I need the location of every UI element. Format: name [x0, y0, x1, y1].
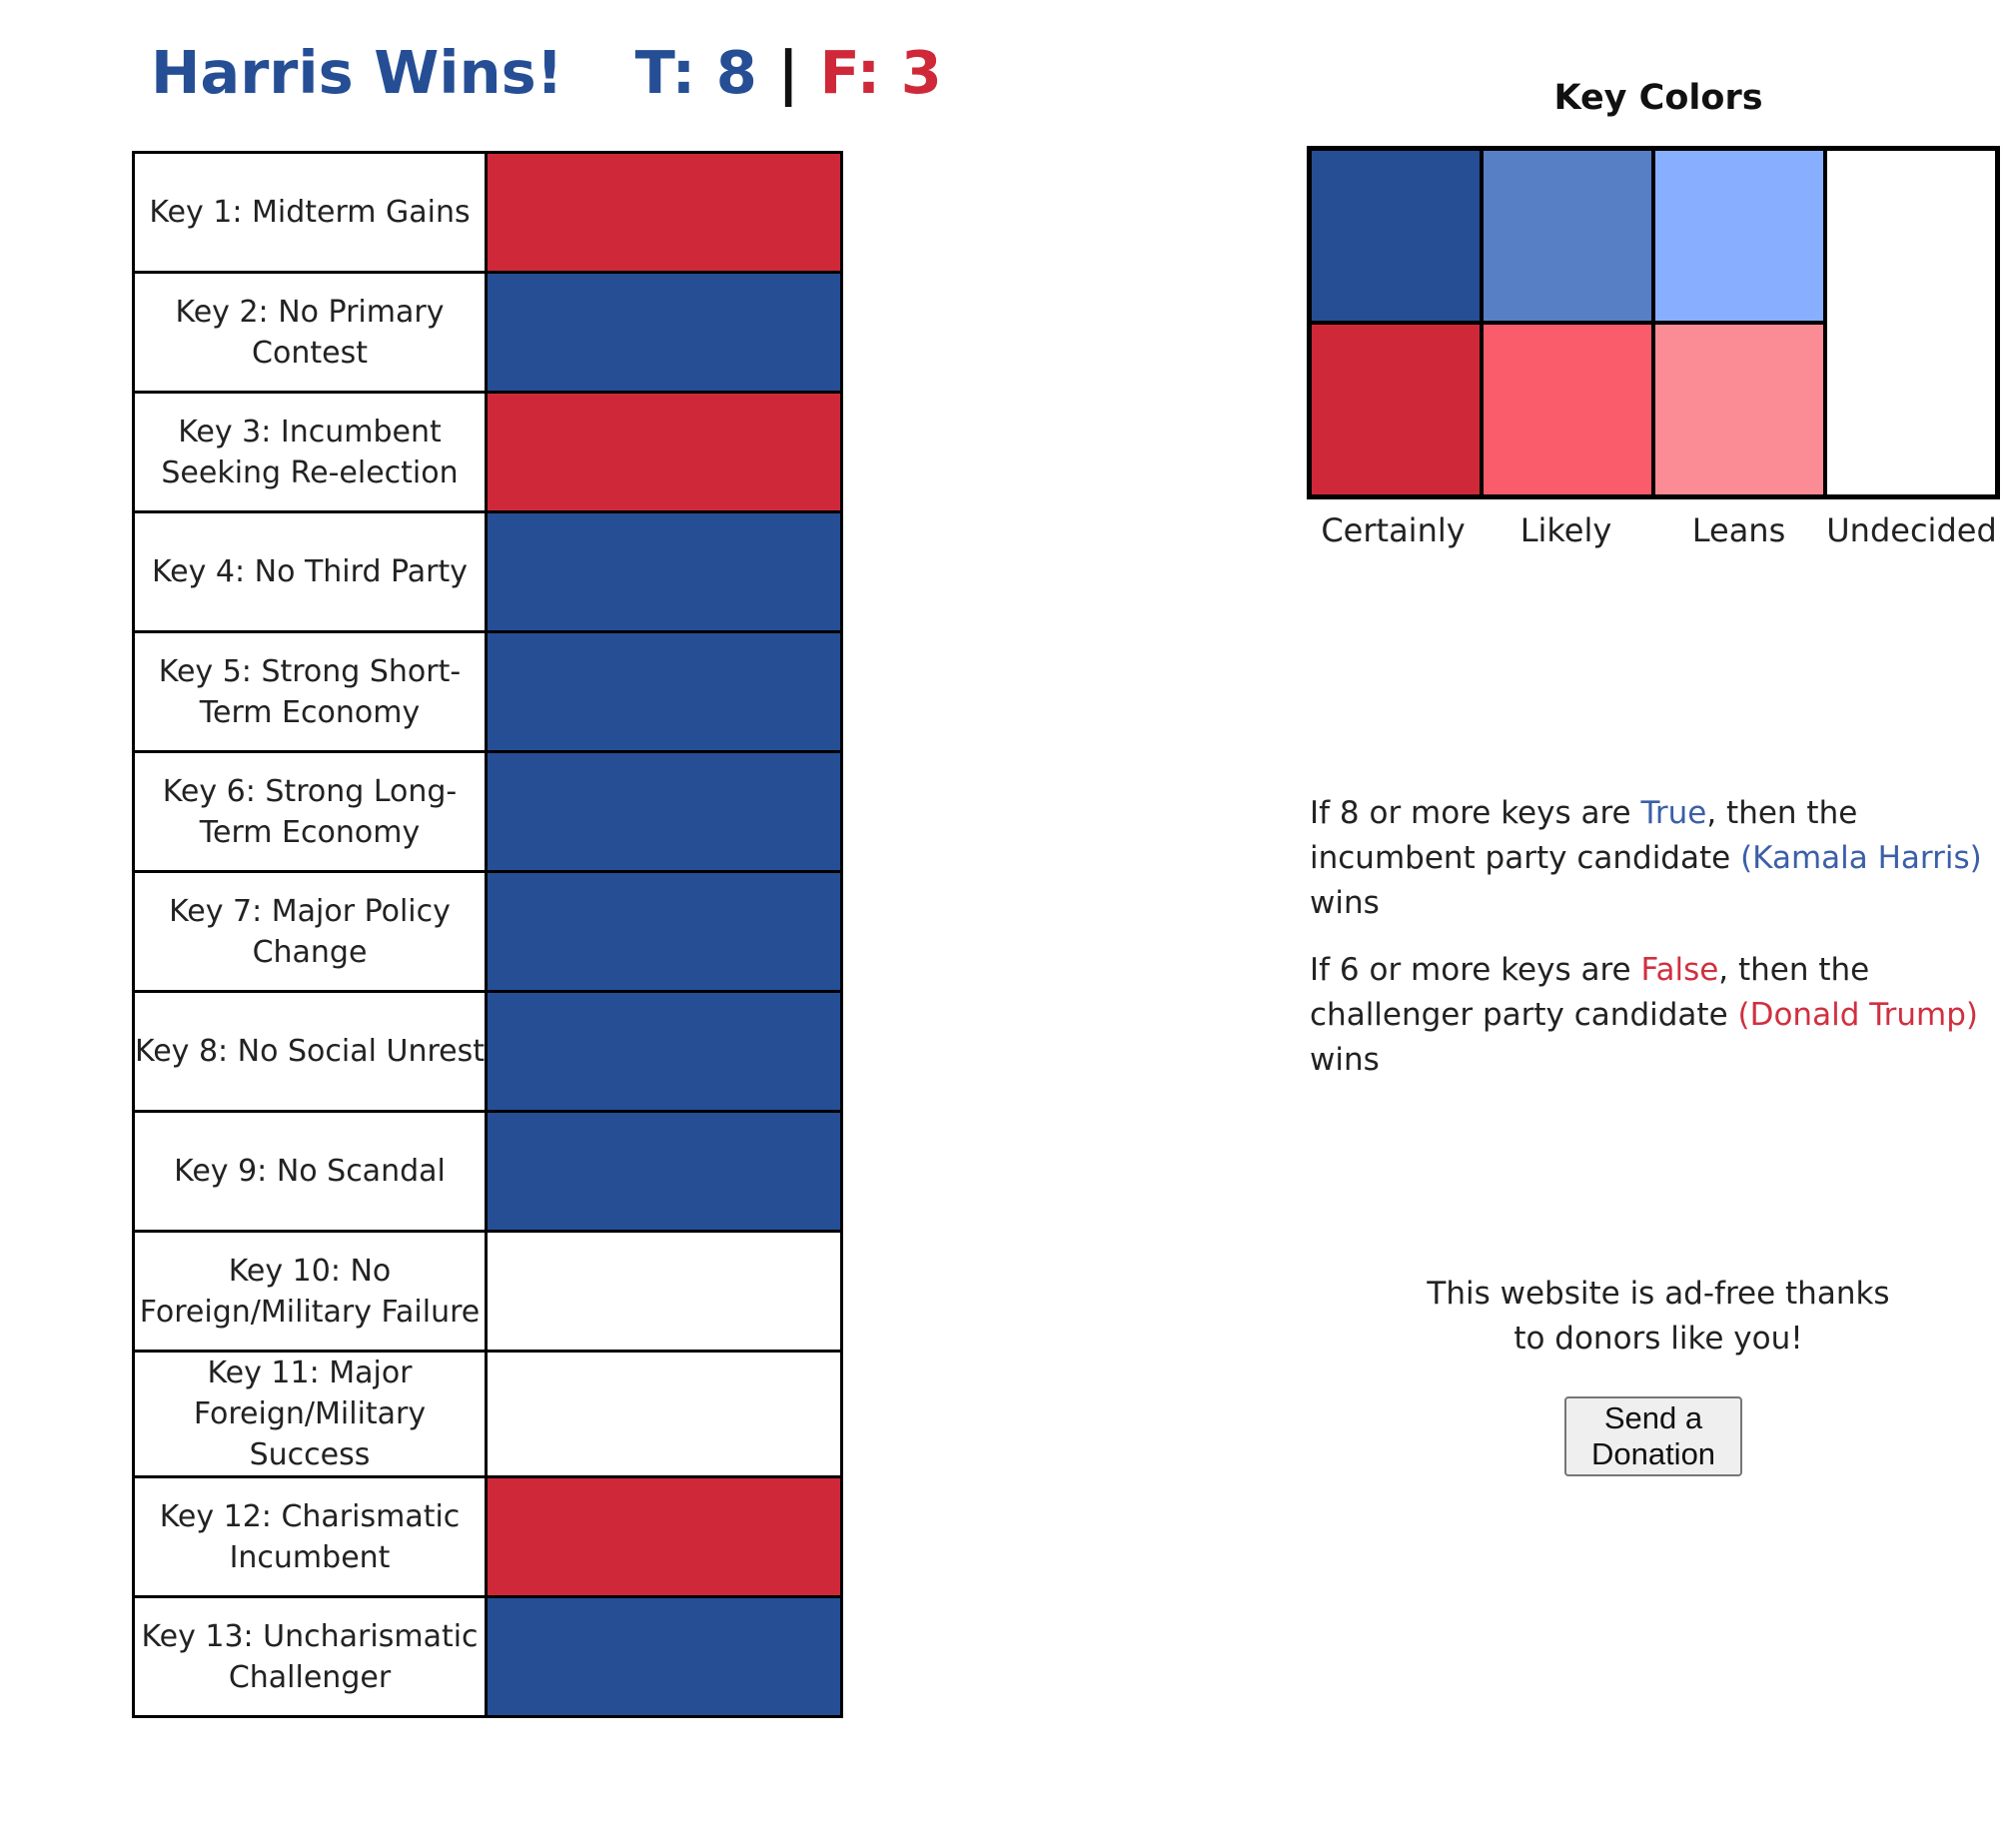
key-label: Key 3: Incumbent Seeking Re-election: [132, 391, 488, 513]
legend-labels: Certainly Likely Leans Undecided: [1307, 511, 2000, 549]
key-row: Key 6: Strong Long-Term Economy: [132, 750, 843, 873]
legend-swatch-likely-true: [1482, 149, 1653, 323]
legend-swatch-likely-false: [1482, 323, 1653, 496]
key-row: Key 2: No Primary Contest: [132, 271, 843, 394]
true-rule-text: If 8 or more keys are True, then the inc…: [1310, 795, 1982, 921]
legend-swatch-certainly-true: [1310, 149, 1482, 323]
send-donation-button[interactable]: Send a Donation: [1564, 1396, 1742, 1476]
key-row: Key 9: No Scandal: [132, 1110, 843, 1233]
challenger-candidate: (Donald Trump): [1737, 997, 1978, 1033]
key-status-cell[interactable]: [485, 1230, 843, 1353]
key-label: Key 11: Major Foreign/Military Success: [132, 1350, 488, 1478]
key-status-cell[interactable]: [485, 1595, 843, 1718]
key-label: Key 1: Midterm Gains: [132, 151, 488, 274]
key-row: Key 13: Uncharismatic Challenger: [132, 1595, 843, 1718]
key-label: Key 9: No Scandal: [132, 1110, 488, 1233]
true-word: True: [1640, 795, 1707, 831]
result-header: Harris Wins! T: 8 | F: 3: [151, 38, 942, 107]
key-status-cell[interactable]: [485, 391, 843, 513]
keys-table: Key 1: Midterm Gains Key 2: No Primary Co…: [132, 151, 843, 1718]
key-row: Key 5: Strong Short-Term Economy: [132, 630, 843, 753]
true-label: T:: [634, 38, 696, 107]
donate-message: This website is ad-free thanks to donors…: [1427, 1276, 1890, 1357]
false-word: False: [1640, 952, 1719, 988]
key-status-cell[interactable]: [485, 1110, 843, 1233]
key-row: Key 11: Major Foreign/Military Success: [132, 1350, 843, 1478]
key-status-cell[interactable]: [485, 990, 843, 1113]
key-status-cell[interactable]: [485, 1350, 843, 1478]
false-rule-text: If 6 or more keys are False, then the ch…: [1310, 952, 1978, 1078]
legend-label-likely: Likely: [1519, 511, 1612, 549]
legend-title: Key Colors: [1553, 78, 1763, 118]
key-row: Key 1: Midterm Gains: [132, 151, 843, 274]
legend-label-undecided: Undecided: [1826, 511, 1997, 549]
key-row: Key 12: Charismatic Incumbent: [132, 1475, 843, 1598]
count-separator: |: [777, 38, 799, 107]
key-row: Key 4: No Third Party: [132, 510, 843, 633]
legend-label-leans: Leans: [1691, 511, 1786, 549]
legend-swatch-undecided: [1825, 149, 1997, 496]
key-status-cell[interactable]: [485, 630, 843, 753]
key-label: Key 6: Strong Long-Term Economy: [132, 750, 488, 873]
key-label: Key 8: No Social Unrest: [132, 990, 488, 1113]
legend-swatch-leans-false: [1653, 323, 1825, 496]
key-label: Key 4: No Third Party: [132, 510, 488, 633]
legend-grid: [1307, 146, 2000, 499]
false-count: 3: [900, 38, 942, 107]
key-label: Key 2: No Primary Contest: [132, 271, 488, 394]
key-row: Key 8: No Social Unrest: [132, 990, 843, 1113]
key-status-cell[interactable]: [485, 870, 843, 993]
true-count: 8: [715, 38, 757, 107]
key-label: Key 13: Uncharismatic Challenger: [132, 1595, 488, 1718]
legend-label-certainly: Certainly: [1321, 511, 1466, 549]
key-status-cell[interactable]: [485, 750, 843, 873]
key-label: Key 10: No Foreign/Military Failure: [132, 1230, 488, 1353]
key-label: Key 12: Charismatic Incumbent: [132, 1475, 488, 1598]
key-status-cell[interactable]: [485, 271, 843, 394]
key-row: Key 7: Major Policy Change: [132, 870, 843, 993]
key-row: Key 10: No Foreign/Military Failure: [132, 1230, 843, 1353]
legend-swatch-certainly-false: [1310, 323, 1482, 496]
key-status-cell[interactable]: [485, 151, 843, 274]
false-label: F:: [819, 38, 881, 107]
incumbent-candidate: (Kamala Harris): [1740, 840, 1982, 876]
key-label: Key 5: Strong Short-Term Economy: [132, 630, 488, 753]
key-row: Key 3: Incumbent Seeking Re-election: [132, 391, 843, 513]
key-status-cell[interactable]: [485, 1475, 843, 1598]
winner-text: Harris Wins!: [151, 38, 563, 107]
legend-swatch-leans-true: [1653, 149, 1825, 323]
key-status-cell[interactable]: [485, 510, 843, 633]
key-label: Key 7: Major Policy Change: [132, 870, 488, 993]
